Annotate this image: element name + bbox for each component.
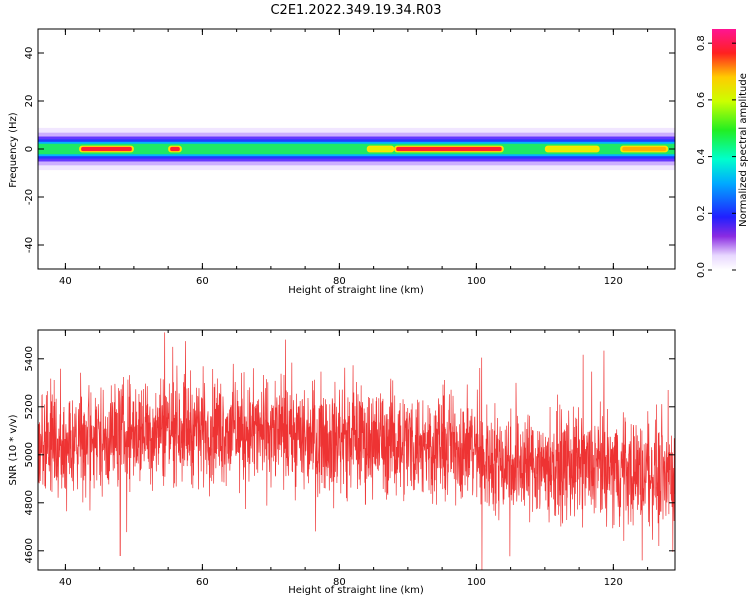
spec-ytick-label: -20 — [24, 189, 35, 205]
figure-title: C2E1.2022.349.19.34.R03 — [270, 3, 441, 18]
colorbar-tick-label: 0.0 — [696, 262, 707, 278]
spectrogram-peak — [81, 146, 132, 152]
spectrogram-peak — [622, 146, 667, 152]
spectrogram-peak — [368, 146, 393, 152]
spectrogram-ylabel: Frequency (Hz) — [8, 112, 19, 188]
snr-panel: 40 60 80 100 120 4600 4800 5000 5200 5400 Height … — [8, 329, 676, 596]
colorbar-tick-label: 0.8 — [696, 35, 707, 51]
spectrogram-band-layer — [38, 143, 675, 155]
snr-ytick-label: 5200 — [24, 394, 35, 419]
spectrogram-ticks: 40 60 80 100 120 -40 -20 0 20 40 — [24, 29, 675, 287]
colorbar-gradient — [712, 29, 736, 270]
colorbar-tick-label: 0.2 — [696, 205, 707, 221]
snr-ylabel: SNR (10 * v/v) — [8, 414, 19, 485]
snr-line — [37, 332, 676, 571]
snr-ytick-label: 4800 — [24, 490, 35, 515]
spectrogram-peak — [170, 146, 180, 152]
spectrogram-panel: 40 60 80 100 120 -40 -20 0 20 40 Height of straig… — [8, 28, 676, 296]
spec-ytick-label: 0 — [24, 146, 35, 152]
snr-ytick-label: 5400 — [24, 346, 35, 371]
snr-ytick-label: 5000 — [24, 442, 35, 467]
spec-xtick-label: 100 — [467, 276, 486, 287]
snr-series — [37, 332, 676, 571]
snr-xtick-label: 80 — [333, 577, 346, 588]
spec-xtick-label: 40 — [59, 276, 72, 287]
spectrogram-xlabel: Height of straight line (km) — [288, 285, 424, 296]
snr-xtick-label: 40 — [59, 577, 72, 588]
spec-ytick-label: -40 — [24, 237, 35, 253]
snr-xlabel: Height of straight line (km) — [288, 585, 424, 596]
colorbar-label: Normalized spectral amplitude — [738, 73, 749, 227]
snr-ticks: 40 60 80 100 120 4600 4800 5000 5200 5400 — [24, 330, 675, 588]
spectrogram-peak — [396, 146, 502, 152]
snr-xtick-label: 60 — [196, 577, 209, 588]
colorbar-tick-label: 0.6 — [696, 92, 707, 108]
spec-xtick-label: 60 — [196, 276, 209, 287]
colorbar: 0.0 0.2 0.4 0.6 0.8 Normalized spectral ampl… — [696, 29, 749, 278]
snr-ytick-label: 4600 — [24, 538, 35, 563]
spec-ytick-label: 20 — [24, 95, 35, 108]
spec-xtick-label: 80 — [333, 276, 346, 287]
snr-frame — [37, 329, 676, 571]
snr-xtick-label: 100 — [467, 577, 486, 588]
spectrogram-image — [38, 127, 675, 171]
spectrogram-peak — [546, 146, 598, 152]
colorbar-tick-label: 0.4 — [696, 149, 707, 165]
colorbar-ticks: 0.0 0.2 0.4 0.6 0.8 — [696, 35, 736, 278]
spec-xtick-label: 120 — [604, 276, 623, 287]
spec-ytick-label: 40 — [24, 47, 35, 60]
snr-xtick-label: 120 — [604, 577, 623, 588]
